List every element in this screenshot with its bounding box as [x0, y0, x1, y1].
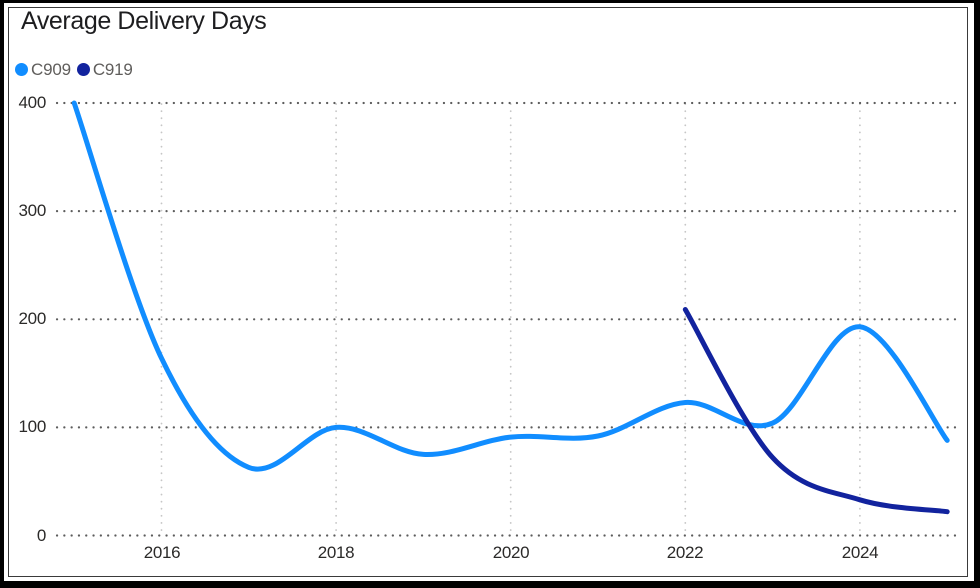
y-axis-label: 0	[36, 526, 46, 545]
y-axis-label: 200	[18, 309, 47, 328]
x-axis-label: 2024	[841, 543, 879, 562]
legend: C909 C919	[15, 61, 133, 78]
y-axis-label: 100	[18, 417, 47, 436]
chart-title: Average Delivery Days	[21, 7, 267, 35]
x-axis-label: 2018	[317, 543, 355, 562]
series-line-c909[interactable]	[71, 100, 950, 472]
legend-marker-icon	[76, 63, 90, 76]
y-axis-label: 300	[18, 201, 47, 220]
x-axis-label: 2020	[492, 543, 530, 562]
series-line-c919[interactable]	[682, 307, 950, 515]
x-axis-label: 2022	[666, 543, 704, 562]
legend-label: C909	[31, 60, 71, 79]
legend-item-c909[interactable]: C909	[15, 61, 71, 78]
x-axis-label: 2016	[143, 543, 181, 562]
legend-item-c919[interactable]: C919	[76, 60, 133, 79]
legend-label: C919	[92, 60, 133, 79]
y-axis-label: 400	[18, 93, 47, 112]
legend-marker-icon	[15, 63, 28, 76]
